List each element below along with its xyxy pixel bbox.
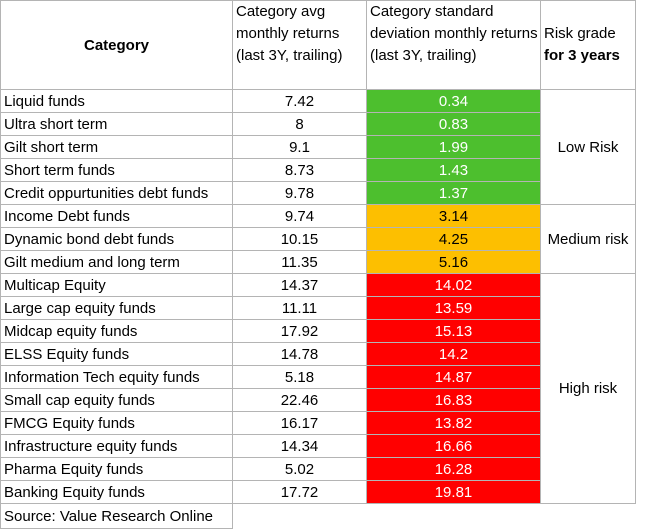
std-dev-value: 1.43: [366, 158, 541, 182]
category-name: Income Debt funds: [0, 204, 233, 228]
table-row: Income Debt funds 9.74 3.14 Medium risk: [0, 204, 636, 274]
table-row: FMCG Equity funds 16.17 13.82: [0, 411, 636, 435]
avg-return-value: 16.17: [232, 411, 367, 435]
avg-return-value: 11.11: [232, 296, 367, 320]
table-row: Small cap equity funds 22.46 16.83: [0, 388, 636, 412]
source-row-spacer: [233, 504, 636, 529]
category-name: Small cap equity funds: [0, 388, 233, 412]
category-name: Infrastructure equity funds: [0, 434, 233, 458]
avg-return-value: 22.46: [232, 388, 367, 412]
std-dev-value: 15.13: [366, 319, 541, 343]
table-body: Liquid funds 7.42 0.34 Low Risk Ultra short …: [0, 89, 636, 529]
table-row: ELSS Equity funds 14.78 14.2: [0, 342, 636, 366]
table-row: Information Tech equity funds 5.18 14.87: [0, 365, 636, 389]
std-dev-value: 1.99: [366, 135, 541, 159]
avg-return-value: 7.42: [232, 89, 367, 113]
table-row: Banking Equity funds 17.72 19.81: [0, 480, 636, 504]
source-row: Source: Value Research Online: [0, 503, 636, 529]
header-risk-grade-line2: for 3 years: [544, 47, 620, 64]
table-row: Gilt short term 9.1 1.99: [0, 135, 636, 159]
category-name: Ultra short term: [0, 112, 233, 136]
category-name: Short term funds: [0, 158, 233, 182]
std-dev-value: 13.59: [366, 296, 541, 320]
table-row: Short term funds 8.73 1.43: [0, 158, 636, 182]
avg-return-value: 17.72: [232, 480, 367, 504]
std-dev-value: 16.66: [366, 434, 541, 458]
category-name: Liquid funds: [0, 89, 233, 113]
table-row: Dynamic bond debt funds 10.15 4.25: [0, 227, 636, 251]
category-name: ELSS Equity funds: [0, 342, 233, 366]
table-row: Infrastructure equity funds 14.34 16.66: [0, 434, 636, 458]
std-dev-value: 14.2: [366, 342, 541, 366]
category-name: Banking Equity funds: [0, 480, 233, 504]
std-dev-value: 14.02: [366, 273, 541, 297]
avg-return-value: 8: [232, 112, 367, 136]
source-note: Source: Value Research Online: [0, 503, 233, 529]
avg-return-value: 9.1: [232, 135, 367, 159]
header-category: Category: [0, 0, 233, 90]
std-dev-value: 3.14: [366, 204, 541, 228]
category-name: Pharma Equity funds: [0, 457, 233, 481]
std-dev-value: 5.16: [366, 250, 541, 274]
table-row: Midcap equity funds 17.92 15.13: [0, 319, 636, 343]
table-row: Credit oppurtunities debt funds 9.78 1.37: [0, 181, 636, 205]
std-dev-value: 1.37: [366, 181, 541, 205]
risk-grade-high: High risk: [540, 273, 636, 504]
table-row: Large cap equity funds 11.11 13.59: [0, 296, 636, 320]
std-dev-value: 16.28: [366, 457, 541, 481]
avg-return-value: 9.74: [232, 204, 367, 228]
avg-return-value: 14.34: [232, 434, 367, 458]
table-row: Liquid funds 7.42 0.34 Low Risk: [0, 89, 636, 205]
avg-return-value: 5.18: [232, 365, 367, 389]
std-dev-value: 19.81: [366, 480, 541, 504]
risk-grade-low: Low Risk: [540, 89, 636, 205]
table-row: Multicap Equity 14.37 14.02 High risk: [0, 273, 636, 504]
avg-return-value: 11.35: [232, 250, 367, 274]
avg-return-value: 8.73: [232, 158, 367, 182]
category-name: Midcap equity funds: [0, 319, 233, 343]
avg-return-value: 5.02: [232, 457, 367, 481]
category-name: Large cap equity funds: [0, 296, 233, 320]
std-dev-value: 13.82: [366, 411, 541, 435]
risk-grade-medium: Medium risk: [540, 204, 636, 274]
category-name: FMCG Equity funds: [0, 411, 233, 435]
avg-return-value: 10.15: [232, 227, 367, 251]
std-dev-value: 0.34: [366, 89, 541, 113]
avg-return-value: 17.92: [232, 319, 367, 343]
avg-return-value: 9.78: [232, 181, 367, 205]
category-name: Credit oppurtunities debt funds: [0, 181, 233, 205]
category-name: Information Tech equity funds: [0, 365, 233, 389]
std-dev-value: 0.83: [366, 112, 541, 136]
std-dev-value: 14.87: [366, 365, 541, 389]
std-dev-value: 4.25: [366, 227, 541, 251]
avg-return-value: 14.78: [232, 342, 367, 366]
header-risk-grade-line1: Risk grade: [544, 25, 616, 42]
header-avg-returns: Category avg monthly returns (last 3Y, t…: [232, 0, 367, 90]
table-row: Gilt medium and long term 11.35 5.16: [0, 250, 636, 274]
risk-grade-table: Category Category avg monthly returns (l…: [0, 0, 636, 529]
table-row: Pharma Equity funds 5.02 16.28: [0, 457, 636, 481]
category-name: Gilt medium and long term: [0, 250, 233, 274]
header-std-dev: Category standard deviation monthly retu…: [366, 0, 541, 90]
table-row: Ultra short term 8 0.83: [0, 112, 636, 136]
category-name: Dynamic bond debt funds: [0, 227, 233, 251]
category-name: Gilt short term: [0, 135, 233, 159]
std-dev-value: 16.83: [366, 388, 541, 412]
avg-return-value: 14.37: [232, 273, 367, 297]
category-name: Multicap Equity: [0, 273, 233, 297]
header-risk-grade: Risk grade for 3 years: [540, 0, 636, 90]
header-row: Category Category avg monthly returns (l…: [0, 0, 636, 90]
